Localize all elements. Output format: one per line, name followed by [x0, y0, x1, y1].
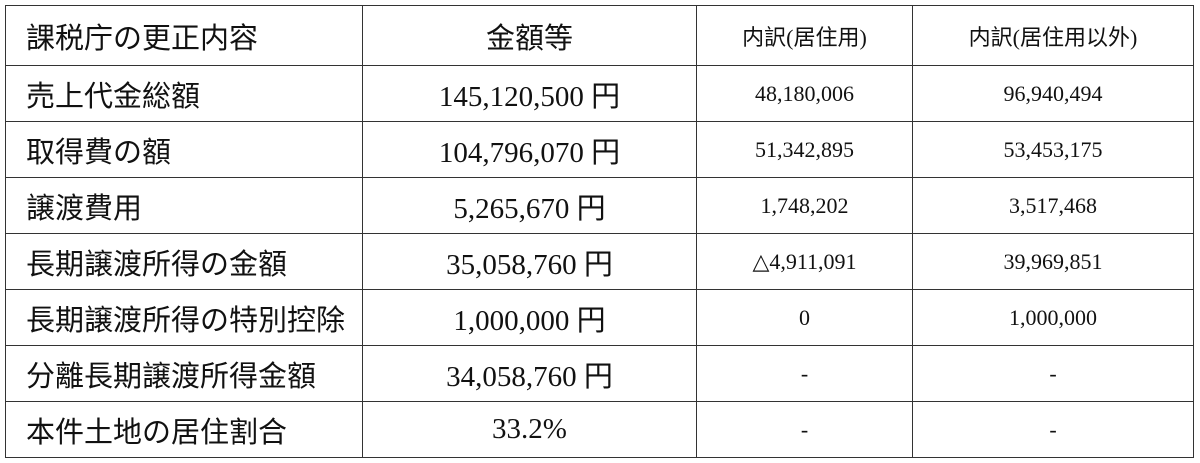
- row-non-residential: 1,000,000: [912, 289, 1194, 346]
- row-item: 長期譲渡所得の特別控除: [5, 289, 363, 346]
- row-residential: -: [696, 401, 913, 458]
- row-item: 取得費の額: [5, 121, 363, 178]
- header-item: 課税庁の更正内容: [5, 5, 363, 66]
- row-amount: 1,000,000 円: [362, 289, 697, 346]
- correction-table: 課税庁の更正内容 金額等 内訳(居住用) 内訳(居住用以外) 売上代金総額 145…: [5, 5, 1194, 458]
- row-item: 長期譲渡所得の金額: [5, 233, 363, 290]
- row-amount: 104,796,070 円: [362, 121, 697, 178]
- table-row: 分離長期譲渡所得金額 34,058,760 円--: [5, 345, 1194, 402]
- table-row: 譲渡費用 5,265,670 円 1,748,202 3,517,468: [5, 177, 1194, 234]
- row-non-residential: -: [912, 345, 1194, 402]
- header-amount: 金額等: [362, 5, 697, 66]
- row-amount: 35,058,760 円: [362, 233, 697, 290]
- header-non-residential: 内訳(居住用以外): [912, 5, 1194, 66]
- row-item: 売上代金総額: [5, 65, 363, 122]
- row-non-residential: -: [912, 401, 1194, 458]
- row-residential: -: [696, 345, 913, 402]
- row-item: 本件土地の居住割合: [5, 401, 363, 458]
- row-non-residential: 96,940,494: [912, 65, 1194, 122]
- row-non-residential: 3,517,468: [912, 177, 1194, 234]
- row-non-residential: 53,453,175: [912, 121, 1194, 178]
- row-amount: 5,265,670 円: [362, 177, 697, 234]
- row-residential: △4,911,091: [696, 233, 913, 290]
- row-amount: 33.2%: [362, 401, 697, 458]
- table-row: 取得費の額 104,796,070 円 51,342,895 53,453,175: [5, 121, 1194, 178]
- row-amount: 34,058,760 円: [362, 345, 697, 402]
- header-residential: 内訳(居住用): [696, 5, 913, 66]
- row-residential: 1,748,202: [696, 177, 913, 234]
- table-row: 本件土地の居住割合 33.2% - -: [5, 401, 1194, 458]
- row-item: 分離長期譲渡所得金額: [5, 345, 363, 402]
- row-residential: 51,342,895: [696, 121, 913, 178]
- table-row: 長期譲渡所得の金額 35,058,760 円 △4,911,091 39,969,85…: [5, 233, 1194, 290]
- table-row: 売上代金総額 145,120,500 円 48,180,006 96,940,494: [5, 65, 1194, 122]
- row-non-residential: 39,969,851: [912, 233, 1194, 290]
- row-amount: 145,120,500 円: [362, 65, 697, 122]
- row-item: 譲渡費用: [5, 177, 363, 234]
- table-row: 長期譲渡所得の特別控除 1,000,000 円 0 1,000,000: [5, 289, 1194, 346]
- row-residential: 48,180,006: [696, 65, 913, 122]
- row-residential: 0: [696, 289, 913, 346]
- table-header-row: 課税庁の更正内容 金額等 内訳(居住用) 内訳(居住用以外): [5, 5, 1194, 66]
